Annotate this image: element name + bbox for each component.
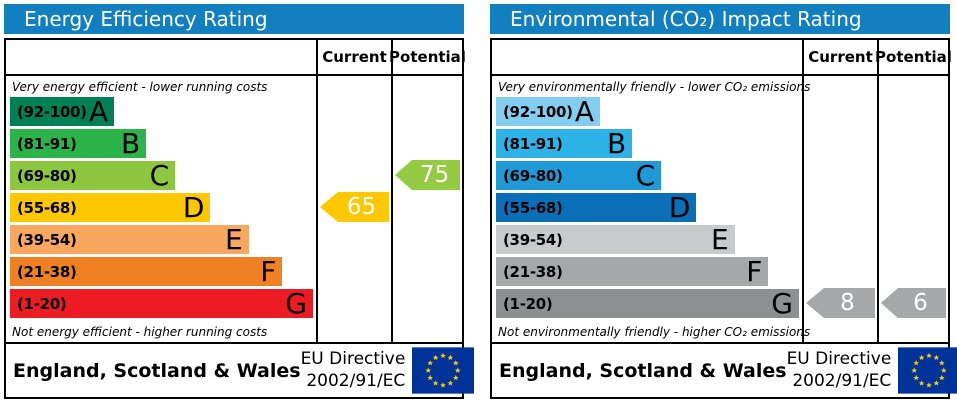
band-bar-c: (69-80) C	[10, 159, 176, 192]
band-range: (92-100)	[503, 102, 573, 121]
band-row-f: (21-38) F	[6, 257, 316, 289]
bottom-note: Not energy efficient - higher running co…	[12, 325, 268, 339]
band-range: (1-20)	[17, 294, 67, 313]
band-range: (69-80)	[17, 166, 77, 185]
band-bar-e: (39-54) E	[496, 225, 735, 254]
current-column-header: Current	[316, 40, 391, 74]
band-row-e: (39-54) E	[492, 225, 802, 257]
band-row-b: (81-91) B	[492, 129, 802, 161]
band-range: (69-80)	[503, 166, 563, 185]
potential-rating-value: 6	[913, 290, 928, 316]
band-row-a: (92-100) A	[492, 97, 802, 129]
potential-column-header: Potential	[389, 40, 466, 74]
table-header-row: Current Potential	[492, 40, 952, 76]
band-row-g: (1-20) G	[6, 289, 316, 321]
band-range: (92-100)	[17, 102, 87, 121]
band-row-e: (39-54) E	[6, 225, 316, 257]
band-letter: B	[606, 127, 627, 160]
band-letter: B	[120, 127, 141, 160]
band-range: (55-68)	[503, 198, 563, 217]
current-column: 65	[316, 76, 391, 342]
top-note: Very environmentally friendly - lower CO…	[498, 80, 811, 94]
band-bar-f: (21-38) F	[10, 255, 283, 288]
band-letter: E	[224, 223, 243, 256]
band-bar-a: (92-100) A	[10, 95, 115, 128]
eu-flag-icon	[412, 347, 475, 394]
band-bar-c: (69-80) C	[496, 159, 662, 192]
band-bar-d: (55-68) D	[496, 191, 697, 224]
environmental-impact-panel: Environmental (CO₂) Impact Rating Curren…	[490, 4, 957, 399]
rating-scale: Very energy efficient - lower running co…	[6, 76, 316, 342]
band-range: (1-20)	[503, 294, 553, 313]
band-range: (81-91)	[17, 134, 77, 153]
band-range: (39-54)	[503, 230, 563, 249]
band-range: (39-54)	[17, 230, 77, 249]
panel-title: Environmental (CO₂) Impact Rating	[490, 4, 950, 34]
region-label: England, Scotland & Wales	[13, 359, 301, 382]
potential-column: 6	[877, 76, 948, 342]
potential-column-header: Potential	[875, 40, 952, 74]
panel-footer: England, Scotland & Wales EU Directive 2…	[490, 342, 957, 399]
rating-table: Current Potential Very environmentally f…	[490, 38, 952, 344]
band-bar-e: (39-54) E	[10, 225, 249, 254]
region-label: England, Scotland & Wales	[499, 359, 787, 382]
band-letter: G	[771, 287, 793, 320]
band-range: (21-38)	[17, 262, 77, 281]
band-range: (55-68)	[17, 198, 77, 217]
band-bar-a: (92-100) A	[496, 95, 601, 128]
table-header-row: Current Potential	[6, 40, 466, 76]
current-column: 8	[802, 76, 877, 342]
eu-directive-label: EU Directive 2002/91/EC	[786, 349, 892, 391]
band-letter: G	[285, 287, 307, 320]
panel-footer: England, Scotland & Wales EU Directive 2…	[4, 342, 475, 399]
band-row-a: (92-100) A	[6, 97, 316, 129]
potential-column: 75	[391, 76, 462, 342]
band-bar-b: (81-91) B	[10, 127, 147, 160]
rating-scale: Very environmentally friendly - lower CO…	[492, 76, 811, 342]
band-letter: D	[668, 191, 691, 224]
rating-table: Current Potential Very energy efficient …	[4, 38, 466, 344]
header-spacer	[6, 40, 316, 74]
current-rating-value: 8	[840, 290, 855, 316]
header-spacer	[492, 40, 802, 74]
band-letter: F	[260, 255, 277, 288]
band-row-c: (69-80) C	[6, 161, 316, 193]
band-row-d: (55-68) D	[6, 193, 316, 225]
band-bar-g: (1-20) G	[10, 289, 313, 318]
current-rating-value: 65	[346, 194, 377, 220]
band-letter: A	[88, 95, 109, 128]
band-letter: D	[182, 191, 205, 224]
band-letter: C	[149, 159, 170, 192]
band-row-c: (69-80) C	[492, 161, 802, 193]
band-letter: F	[746, 255, 763, 288]
panel-title: Energy Efficiency Rating	[4, 4, 464, 34]
top-note: Very energy efficient - lower running co…	[12, 80, 268, 94]
current-rating-arrow: 8	[806, 288, 875, 318]
potential-rating-arrow: 75	[395, 160, 460, 190]
current-rating-arrow: 65	[320, 192, 389, 222]
potential-rating-value: 75	[419, 162, 450, 188]
band-bar-b: (81-91) B	[496, 127, 633, 160]
table-body-row: Very environmentally friendly - lower CO…	[492, 76, 948, 342]
current-column-header: Current	[802, 40, 877, 74]
table-body-row: Very energy efficient - lower running co…	[6, 76, 462, 342]
band-range: (81-91)	[503, 134, 563, 153]
band-letter: C	[635, 159, 656, 192]
band-letter: A	[574, 95, 595, 128]
band-range: (21-38)	[503, 262, 563, 281]
eu-directive-label: EU Directive 2002/91/EC	[300, 349, 406, 391]
bottom-note: Not environmentally friendly - higher CO…	[498, 325, 811, 339]
band-row-g: (1-20) G	[492, 289, 802, 321]
band-bar-d: (55-68) D	[10, 191, 211, 224]
band-row-b: (81-91) B	[6, 129, 316, 161]
band-row-f: (21-38) F	[492, 257, 802, 289]
band-bar-f: (21-38) F	[496, 255, 769, 288]
band-letter: E	[710, 223, 729, 256]
eu-flag-icon	[898, 347, 957, 394]
energy-efficiency-panel: Energy Efficiency Rating Current Potenti…	[4, 4, 475, 399]
band-row-d: (55-68) D	[492, 193, 802, 225]
band-bar-g: (1-20) G	[496, 289, 799, 318]
potential-rating-arrow: 6	[881, 288, 946, 318]
